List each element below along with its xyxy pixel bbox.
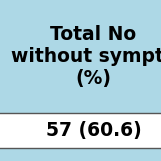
Bar	[0, 0, 161, 113]
Bar	[0, 113, 161, 148]
Text: Total No
without sympto
(%): Total No without sympto (%)	[11, 25, 161, 88]
Text: 57 (60.6): 57 (60.6)	[46, 121, 141, 140]
